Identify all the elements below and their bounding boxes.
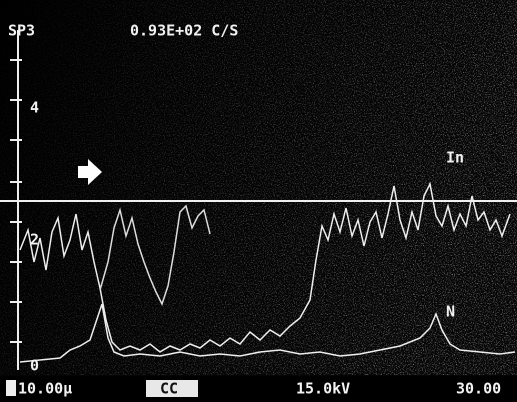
page: SP3 0.93E+02 C/S 4 2 0 In N 10.00μ CC 15… (0, 0, 517, 402)
detector-label: SP3 (8, 22, 35, 40)
count-rate: 0.93E+02 C/S (130, 22, 238, 40)
axis-label: 2 (30, 231, 39, 249)
footer-marker (6, 380, 16, 396)
value-label: 30.00 (456, 380, 501, 398)
texture-fade (0, 0, 517, 375)
footer-bar (0, 376, 517, 402)
scale-label: 10.00μ (18, 380, 72, 398)
trace-label: N (446, 303, 455, 321)
mode-label: CC (160, 380, 178, 398)
voltage-label: 15.0kV (296, 380, 350, 398)
axis-label: 0 (30, 357, 39, 375)
sem-screen: SP3 0.93E+02 C/S 4 2 0 In N 10.00μ CC 15… (0, 0, 517, 402)
trace-label: In (446, 149, 464, 167)
axis-label: 4 (30, 99, 39, 117)
